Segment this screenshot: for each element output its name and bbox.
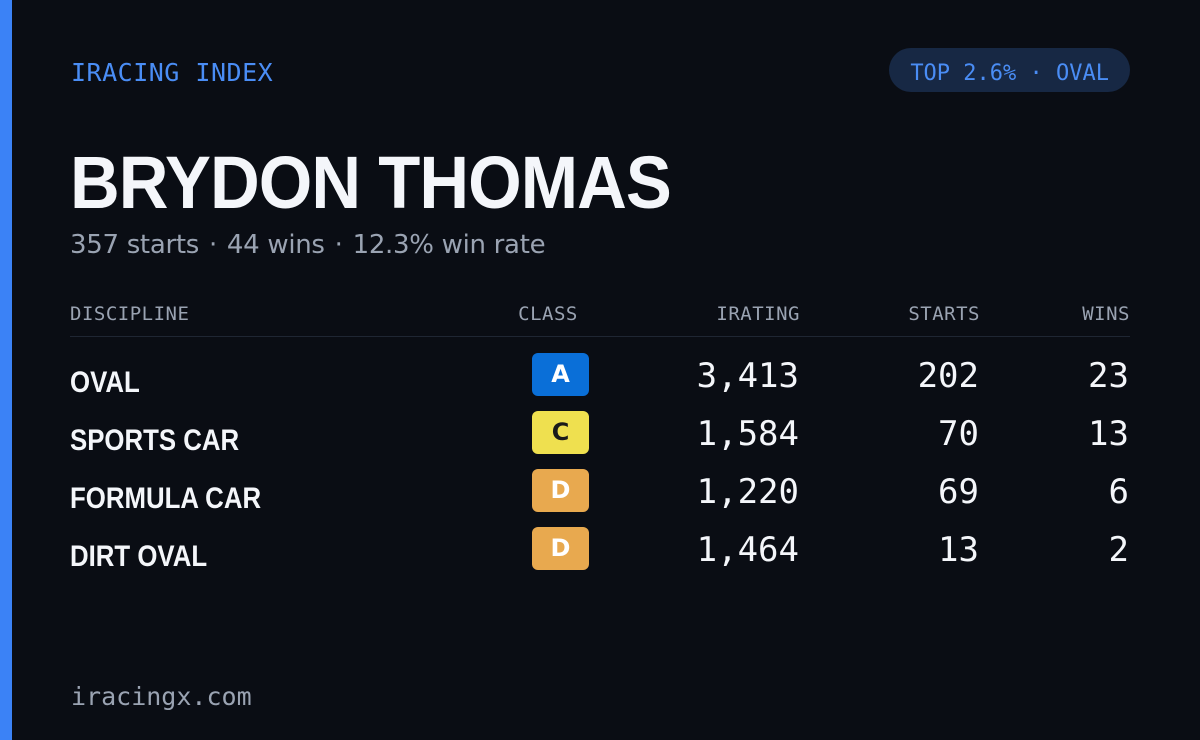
stats-table: DISCIPLINE CLASS IRATING STARTS WINS OVA…: [70, 296, 1130, 585]
separator: ·: [334, 230, 343, 260]
brand-title: IRACING INDEX: [71, 58, 274, 87]
accent-bar: [0, 0, 12, 740]
column-header-starts: STARTS: [908, 303, 980, 325]
starts-cell: 13: [938, 530, 979, 570]
wins-cell: 6: [1108, 472, 1129, 512]
table-row: DIRT OVAL D 1,464 13 2: [70, 527, 1130, 585]
column-header-wins: WINS: [1082, 303, 1130, 325]
wins-cell: 2: [1108, 530, 1129, 570]
win-rate-summary: 12.3% win rate: [352, 230, 546, 260]
footer-url: iracingx.com: [71, 682, 252, 711]
discipline-cell: DIRT OVAL: [70, 540, 208, 573]
table-header: DISCIPLINE CLASS IRATING STARTS WINS: [70, 296, 1130, 337]
starts-cell: 69: [938, 472, 979, 512]
wins-summary: 44 wins: [226, 230, 325, 260]
table-body: OVAL A 3,413 202 23 SPORTS CAR C 1,584 7…: [70, 337, 1130, 585]
irating-cell: 1,220: [696, 472, 799, 512]
driver-summary: 357 starts · 44 wins · 12.3% win rate: [70, 226, 546, 264]
table-row: SPORTS CAR C 1,584 70 13: [70, 411, 1130, 469]
table-row: OVAL A 3,413 202 23: [70, 353, 1130, 411]
class-badge: A: [532, 353, 589, 396]
discipline-cell: SPORTS CAR: [70, 424, 240, 457]
starts-cell: 202: [917, 356, 979, 396]
column-header-irating: IRATING: [716, 303, 800, 325]
irating-cell: 1,584: [696, 414, 799, 454]
class-badge: C: [532, 411, 589, 454]
driver-name: BRYDON THOMAS: [70, 141, 672, 224]
separator: ·: [208, 230, 217, 260]
starts-cell: 70: [938, 414, 979, 454]
discipline-cell: OVAL: [70, 366, 140, 399]
column-header-class: CLASS: [518, 303, 578, 325]
irating-cell: 3,413: [696, 356, 799, 396]
column-header-discipline: DISCIPLINE: [70, 303, 190, 325]
table-row: FORMULA CAR D 1,220 69 6: [70, 469, 1130, 527]
class-badge: D: [532, 469, 589, 512]
wins-cell: 13: [1088, 414, 1129, 454]
starts-summary: 357 starts: [70, 230, 199, 260]
discipline-cell: FORMULA CAR: [70, 482, 262, 515]
class-badge: D: [532, 527, 589, 570]
rank-badge: TOP 2.6% · OVAL: [889, 48, 1130, 92]
irating-cell: 1,464: [696, 530, 799, 570]
wins-cell: 23: [1088, 356, 1129, 396]
